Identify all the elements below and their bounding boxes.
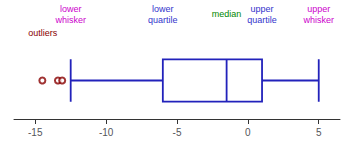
svg-text:-5: -5 xyxy=(173,127,182,138)
svg-text:outliers: outliers xyxy=(28,28,58,38)
svg-text:whisker: whisker xyxy=(302,15,334,25)
svg-text:0: 0 xyxy=(245,127,251,138)
svg-text:quartile: quartile xyxy=(247,15,277,25)
svg-text:upper: upper xyxy=(251,4,274,14)
svg-text:lower: lower xyxy=(152,4,174,14)
svg-text:upper: upper xyxy=(307,4,330,14)
svg-text:whisker: whisker xyxy=(54,15,86,25)
svg-text:-10: -10 xyxy=(99,127,114,138)
svg-text:5: 5 xyxy=(316,127,322,138)
svg-text:quartile: quartile xyxy=(148,15,178,25)
svg-text:-15: -15 xyxy=(28,127,43,138)
svg-text:lower: lower xyxy=(60,4,82,14)
svg-text:median: median xyxy=(212,9,242,19)
